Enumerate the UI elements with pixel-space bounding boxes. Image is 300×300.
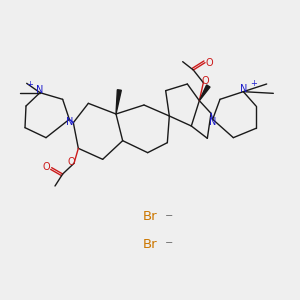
Text: O: O (202, 76, 209, 86)
Text: −: − (162, 238, 174, 248)
Text: N: N (36, 85, 44, 95)
Text: Br: Br (143, 238, 157, 250)
Polygon shape (116, 90, 121, 114)
Polygon shape (199, 85, 210, 101)
Text: N: N (240, 84, 247, 94)
Text: N: N (209, 117, 216, 127)
Text: +: + (27, 80, 33, 89)
Text: −: − (162, 211, 174, 221)
Text: Br: Br (143, 211, 157, 224)
Text: O: O (205, 58, 213, 68)
Text: O: O (67, 157, 75, 167)
Text: N: N (66, 117, 73, 127)
Text: +: + (250, 79, 257, 88)
Text: O: O (43, 162, 50, 172)
